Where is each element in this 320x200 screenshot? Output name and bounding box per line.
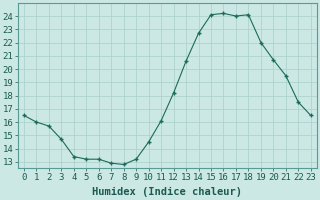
- X-axis label: Humidex (Indice chaleur): Humidex (Indice chaleur): [92, 187, 242, 197]
